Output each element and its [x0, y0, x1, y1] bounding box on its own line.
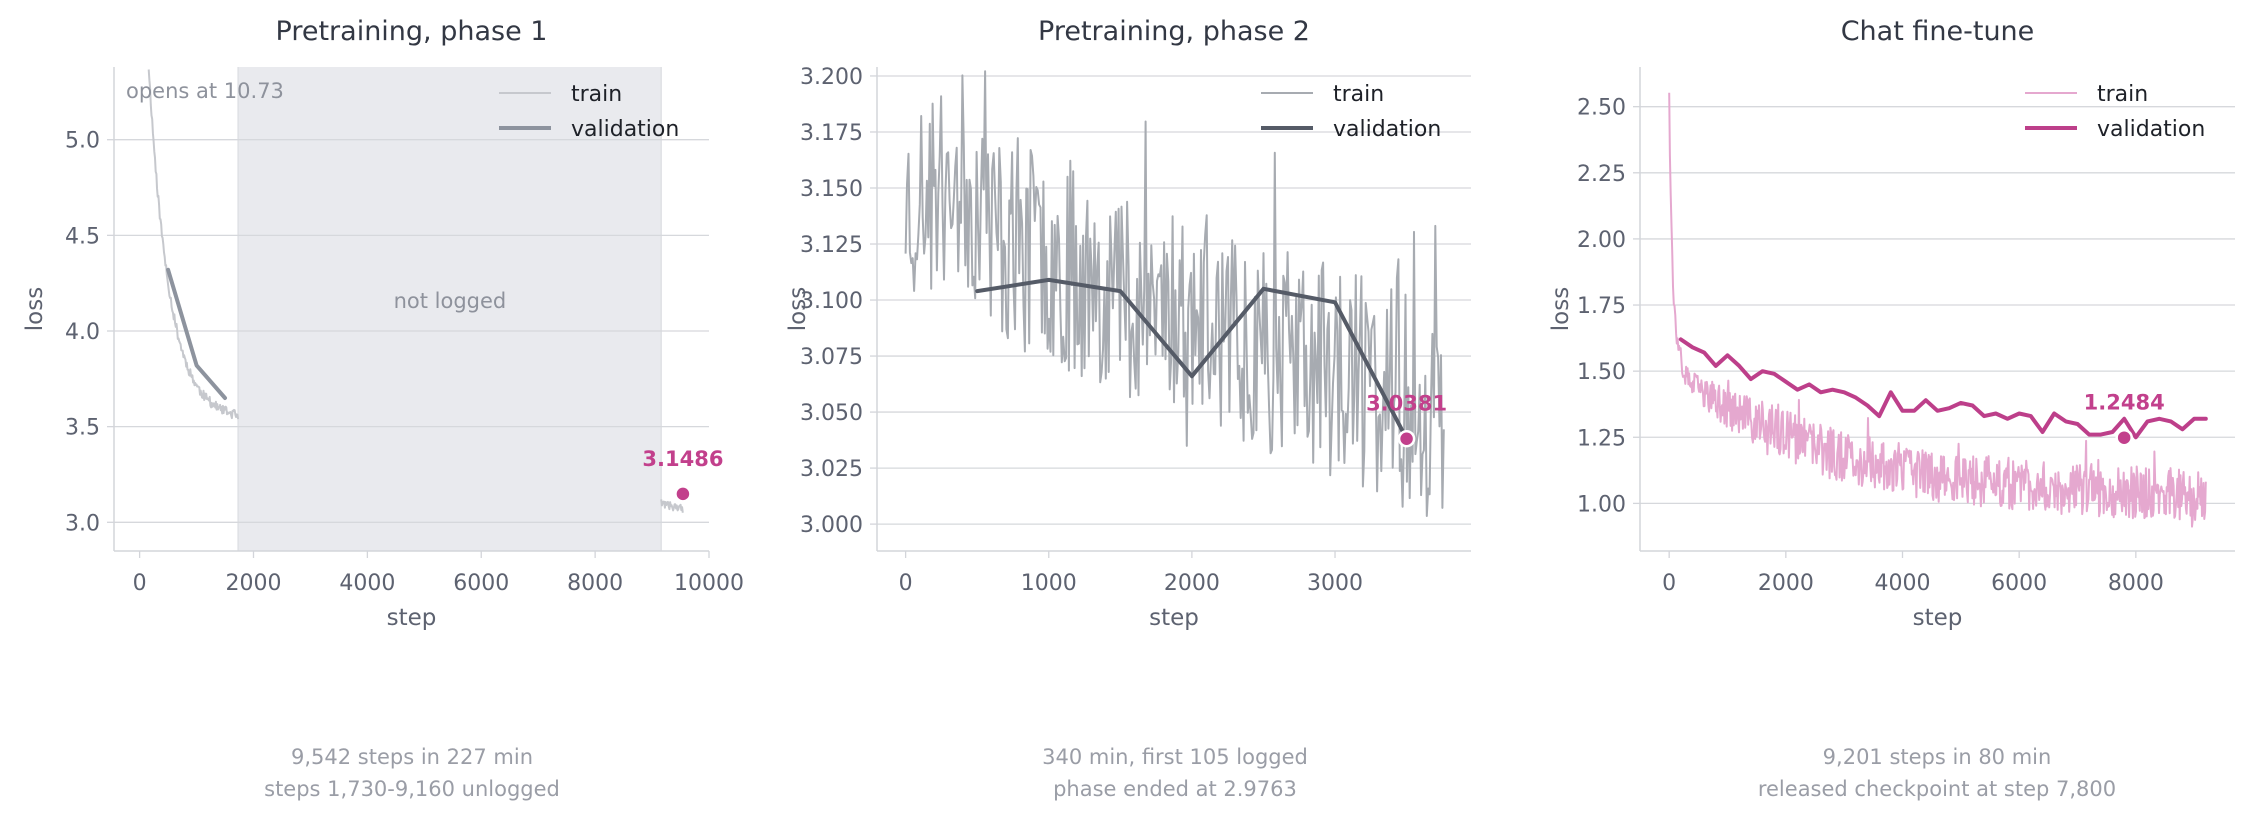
final-value-marker: [674, 485, 692, 503]
y-tick-label: 3.0: [65, 511, 100, 536]
legend: train validation: [2025, 82, 2205, 142]
legend-label-train: train: [2097, 82, 2148, 107]
footnote-chat-line-2: released checkpoint at step 7,800: [1757, 777, 2117, 801]
footnote-phase-1: 9,542 steps in 227 min steps 1,730-9,160…: [62, 741, 762, 805]
footnote-phase-2-line-1: 340 min, first 105 logged: [1042, 745, 1308, 769]
x-tick-label: 0: [1662, 571, 1676, 596]
x-axis-label: step: [1149, 605, 1199, 631]
x-tick-label: 0: [899, 571, 913, 596]
y-axis-label: loss: [785, 287, 811, 331]
y-tick-label: 1.50: [1577, 360, 1626, 385]
chart-panel-3: 1.00 1.25 1.50 1.75 2.00 2.25 2.50 0 2000 4000 600…: [1548, 16, 2235, 631]
x-tick-label: 1000: [1021, 571, 1077, 596]
series-train-line: [660, 499, 684, 513]
legend-label-validation: validation: [571, 117, 679, 142]
x-tick-label: 0: [133, 571, 147, 596]
series-validation-line: [975, 277, 1409, 441]
y-tick-label: 3.100: [800, 289, 863, 314]
y-tick-label: 3.025: [800, 457, 863, 482]
y-tick-label: 3.150: [800, 177, 863, 202]
footnote-chat-line-1: 9,201 steps in 80 min: [1822, 745, 2052, 769]
footnote-phase-2: 340 min, first 105 logged phase ended at…: [825, 741, 1525, 805]
chart-title: Chat fine-tune: [1841, 16, 2035, 47]
chart-title: Pretraining, phase 1: [276, 16, 548, 47]
final-value-marker: [1397, 429, 1416, 448]
x-tick-label: 10000: [674, 571, 744, 596]
y-tick-label: 1.25: [1577, 426, 1626, 451]
y-tick-label: 2.00: [1577, 228, 1626, 253]
x-tick-label: 4000: [1875, 571, 1931, 596]
y-tick-label: 3.175: [800, 121, 863, 146]
x-axis-label: step: [387, 605, 437, 631]
footnote-chat: 9,201 steps in 80 min released checkpoin…: [1587, 741, 2254, 805]
series-validation-line: [166, 267, 227, 400]
footnote-phase-1-line-2: steps 1,730-9,160 unlogged: [264, 777, 560, 801]
x-tick-label: 6000: [1991, 571, 2047, 596]
x-tick-label: 3000: [1307, 571, 1363, 596]
y-tick-label: 3.200: [800, 65, 863, 90]
x-axis-label: step: [1913, 605, 1963, 631]
y-tick-label: 3.075: [800, 345, 863, 370]
y-axis-label: loss: [22, 287, 48, 331]
final-value-label: 3.0381: [1366, 392, 1447, 416]
y-tick-label: 2.50: [1577, 96, 1626, 121]
y-axis-label: loss: [1548, 287, 1574, 331]
y-tick-label: 1.75: [1577, 294, 1626, 319]
x-tick-label: 2000: [1164, 571, 1220, 596]
plot-area: [147, 69, 684, 513]
annotation-label: opens at 10.73: [126, 79, 284, 103]
legend: train validation: [499, 82, 679, 142]
legend-label-validation: validation: [2097, 117, 2205, 142]
x-tick-label: 8000: [2108, 571, 2164, 596]
y-tick-label: 1.00: [1577, 492, 1626, 517]
y-tick-label: 3.000: [800, 513, 863, 538]
x-tick-label: 8000: [567, 571, 623, 596]
chart-panel-1: 3.0 3.5 4.0 4.5 5.0 0 2000 4000 6000 8000 10000 ste…: [22, 16, 744, 631]
y-tick-label: 2.25: [1577, 162, 1626, 187]
series-train-line: [1668, 92, 2207, 528]
unlogged-region: [238, 67, 662, 551]
chart-panel-2: 3.000 3.025 3.050 3.075 3.100 3.125 3.150 3.175…: [785, 16, 1471, 631]
y-tick-label: 4.0: [65, 320, 100, 345]
x-tick-label: 4000: [339, 571, 395, 596]
chart-title: Pretraining, phase 2: [1038, 16, 1310, 47]
legend-label-validation: validation: [1333, 117, 1441, 142]
y-tick-label: 5.0: [65, 129, 100, 154]
final-value-label: 3.1486: [642, 447, 723, 471]
x-tick-label: 2000: [1758, 571, 1814, 596]
legend-label-train: train: [1333, 82, 1384, 107]
annotation-label: not logged: [394, 289, 507, 313]
legend: train validation: [1261, 82, 1441, 142]
x-tick-label: 2000: [225, 571, 281, 596]
footnote-phase-1-line-1: 9,542 steps in 227 min: [290, 745, 533, 769]
legend-label-train: train: [571, 82, 622, 107]
footnote-phase-2-line-2: phase ended at 2.9763: [1053, 777, 1297, 801]
y-tick-label: 3.050: [800, 401, 863, 426]
final-value-label: 1.2484: [2084, 391, 2165, 415]
plot-area: [904, 70, 1445, 517]
plot-area: [1668, 92, 2208, 528]
series-train-line: [147, 69, 240, 420]
y-tick-label: 3.5: [65, 416, 100, 441]
y-tick-label: 3.125: [800, 233, 863, 258]
x-tick-label: 6000: [453, 571, 509, 596]
series-validation-line: [1678, 337, 2208, 440]
final-value-marker: [2115, 428, 2133, 447]
series-train-line: [904, 70, 1445, 517]
y-tick-label: 4.5: [65, 224, 100, 249]
